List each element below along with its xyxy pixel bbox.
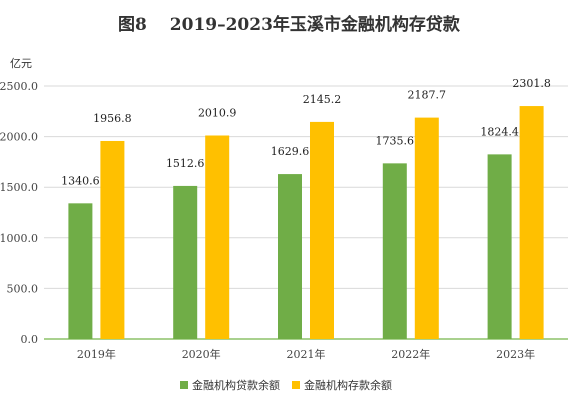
bar-deposit [205, 135, 230, 339]
data-labels: 1340.6 1956.8 1512.6 2010.9 1629.6 2145.2 1735… [61, 77, 551, 187]
x-tick-label: 2019年 [77, 347, 116, 361]
bar-loan [68, 203, 93, 339]
x-tick-label: 2021年 [287, 347, 326, 361]
bars [68, 106, 544, 340]
bar-loan [382, 163, 407, 339]
bar-loan [278, 174, 302, 339]
y-axis-unit-label: 亿元 [10, 57, 32, 70]
y-tick-label: 1000.0 [0, 232, 38, 245]
x-axis-ticks: 2019年 2020年 2021年 2022年 2023年 [77, 347, 535, 361]
y-tick-label: 2000.0 [0, 131, 38, 144]
legend-swatch [180, 381, 188, 389]
x-tick-label: 2022年 [391, 347, 430, 361]
bar-deposit [100, 140, 125, 339]
y-tick-label: 0.0 [21, 333, 39, 346]
data-label: 2010.9 [198, 106, 237, 119]
bar-loan [173, 185, 198, 339]
y-tick-label: 1500.0 [0, 181, 38, 194]
y-axis-ticks: 0.0 500.0 1000.0 1500.0 2000.0 2500.0 [0, 80, 38, 346]
legend: 金融机构贷款余额 金融机构存款余额 [180, 378, 392, 392]
data-label: 1629.6 [271, 145, 310, 158]
bar-deposit [519, 106, 544, 340]
data-label: 2301.8 [512, 77, 551, 90]
y-tick-label: 500.0 [7, 282, 39, 295]
data-label: 2145.2 [303, 93, 342, 106]
bar-deposit [414, 117, 439, 339]
chart-title: 图8 2019–2023年玉溪市金融机构存贷款 [118, 14, 461, 35]
data-label: 2187.7 [408, 89, 447, 102]
legend-label: 金融机构贷款余额 [192, 378, 280, 392]
legend-label: 金融机构存款余额 [304, 378, 392, 392]
legend-swatch [292, 381, 300, 389]
bar-deposit [310, 121, 334, 339]
data-label: 1824.4 [480, 125, 519, 138]
data-label: 1340.6 [61, 174, 100, 187]
gridlines [44, 85, 568, 340]
y-tick-label: 2500.0 [0, 80, 38, 93]
x-tick-label: 2023年 [496, 347, 535, 361]
x-tick-label: 2020年 [182, 347, 221, 361]
data-label: 1512.6 [166, 157, 205, 170]
bar-loan [487, 154, 512, 339]
data-label: 1735.6 [376, 134, 415, 147]
data-label: 1956.8 [93, 112, 132, 125]
